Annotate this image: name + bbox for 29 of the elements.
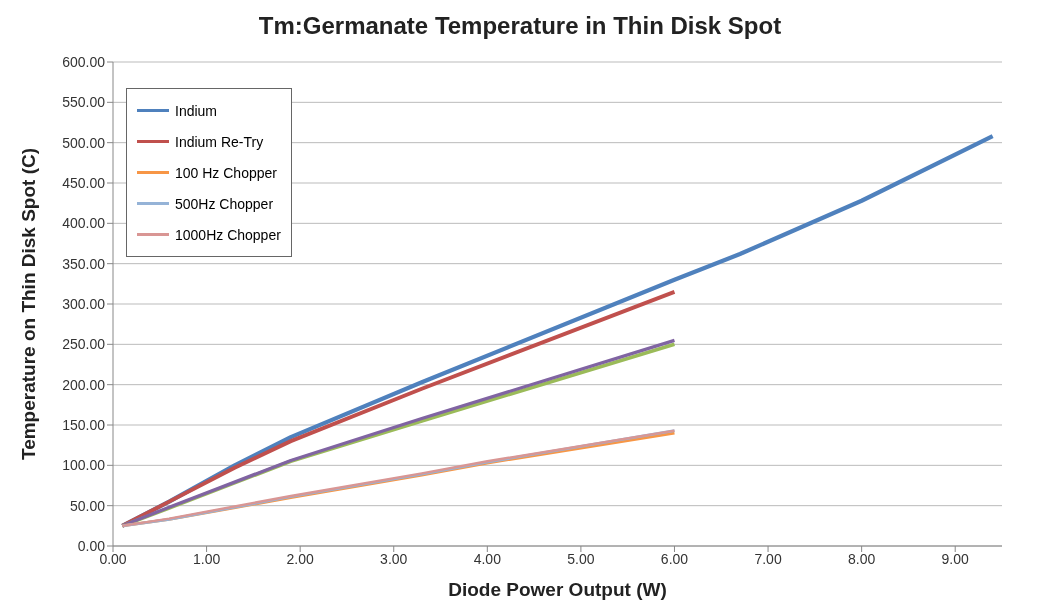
y-tick-label: 500.00 bbox=[62, 134, 106, 151]
x-tick-label: 4.00 bbox=[473, 550, 502, 567]
y-tick-label: 550.00 bbox=[62, 94, 106, 111]
x-axis-title: Diode Power Output (W) bbox=[448, 579, 667, 600]
x-tick-label: 2.00 bbox=[286, 550, 314, 567]
legend-label: 100 Hz Chopper bbox=[175, 164, 277, 181]
legend-label: Indium bbox=[175, 102, 218, 119]
y-tick-label: 350.00 bbox=[62, 255, 106, 272]
x-tick-label: 1.00 bbox=[192, 550, 221, 567]
y-tick-label: 150.00 bbox=[62, 416, 106, 433]
x-tick-label: 5.00 bbox=[567, 550, 595, 567]
x-tick-label: 3.00 bbox=[380, 550, 408, 567]
y-tick-label: 400.00 bbox=[62, 215, 106, 232]
y-tick-label: 450.00 bbox=[62, 174, 106, 191]
y-tick-label: 250.00 bbox=[62, 336, 106, 353]
y-tick-label: 100.00 bbox=[62, 457, 106, 474]
y-tick-label: 600.00 bbox=[62, 53, 106, 70]
y-axis-title: Temperature on Thin Disk Spot (C) bbox=[17, 147, 39, 461]
x-tick-label: 9.00 bbox=[941, 550, 970, 567]
legend-label: Indium Re-Try bbox=[175, 133, 264, 150]
y-tick-label: 200.00 bbox=[62, 376, 106, 393]
y-tick-label: 300.00 bbox=[62, 295, 106, 312]
legend-label: 1000Hz Chopper bbox=[175, 226, 281, 243]
legend-label: 500Hz Chopper bbox=[175, 195, 274, 212]
x-tick-label: 8.00 bbox=[848, 550, 876, 567]
x-tick-label: 6.00 bbox=[660, 550, 689, 567]
chart-title: Tm:Germanate Temperature in Thin Disk Spot bbox=[257, 11, 783, 41]
x-tick-label: 7.00 bbox=[754, 550, 782, 567]
y-tick-label: 50.00 bbox=[69, 497, 106, 514]
